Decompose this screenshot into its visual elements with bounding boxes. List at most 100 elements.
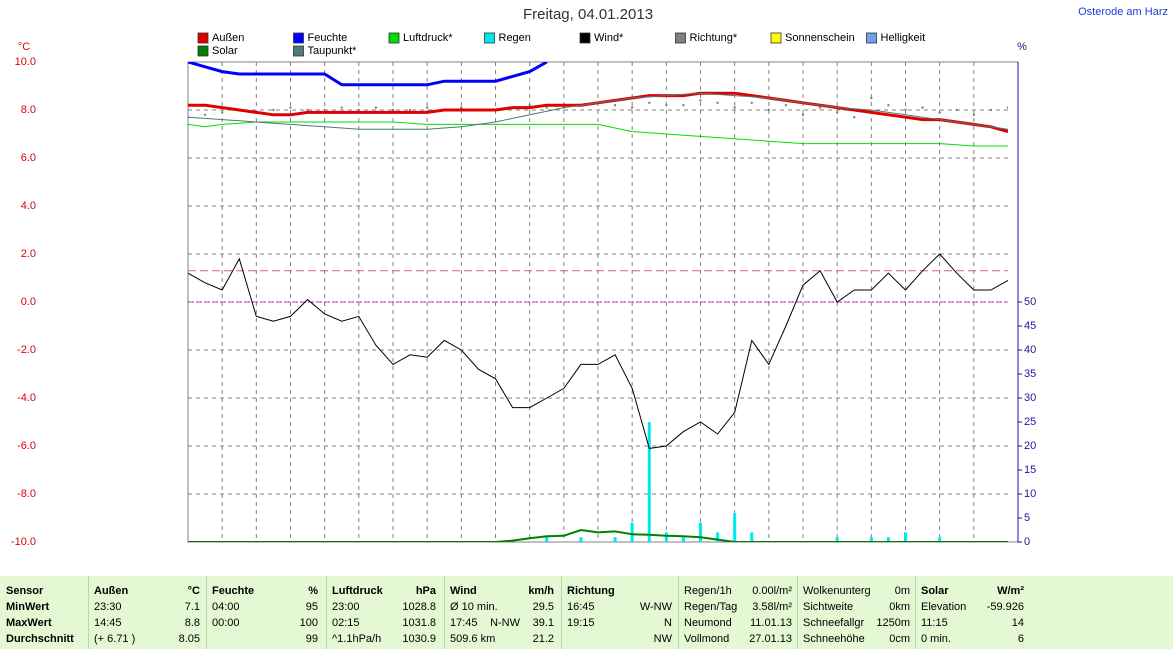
series-line: [188, 528, 1008, 542]
legend-swatch: [197, 32, 209, 44]
y2-tick-label: 35: [1024, 368, 1036, 380]
table-cell: 19:15: [567, 617, 595, 629]
table-cell: 17:45: [450, 617, 478, 629]
series-dot: [682, 104, 685, 107]
legend-label: Sonnenschein: [785, 32, 855, 44]
table-cell: 0cm: [889, 633, 910, 645]
separator: [678, 576, 679, 649]
series-line: [188, 62, 548, 87]
series-dot: [938, 111, 941, 114]
separator: [326, 576, 327, 649]
table-cell: 00:00: [212, 617, 240, 629]
separator: [444, 576, 445, 649]
table-cell: 23:00: [332, 601, 360, 613]
y2-axis-label: %: [1017, 41, 1027, 53]
table-cell: ^1.1hPa/h: [332, 633, 382, 645]
rain-bar: [750, 532, 754, 542]
table-cell: 7.1: [184, 601, 200, 613]
table-cell: 0.00l/m²: [752, 585, 792, 597]
series-dot: [648, 101, 651, 105]
rain-bar: [835, 537, 839, 542]
y-tick-label: -4.0: [17, 392, 36, 404]
table-cell: Ø 10 min.: [450, 601, 498, 613]
series-dot: [972, 113, 976, 117]
table-cell: 27.01.13: [749, 633, 792, 645]
series-dot: [767, 108, 771, 112]
series-dot: [887, 104, 890, 107]
table-cell: W-NW: [639, 601, 672, 613]
location: Osterode am Harz: [1078, 6, 1168, 18]
legend-swatch: [579, 32, 591, 44]
separator: [88, 576, 89, 649]
series-dot: [665, 104, 668, 107]
table-cell: 0km: [889, 601, 910, 613]
series-dot: [699, 99, 702, 102]
series-dot: [425, 106, 429, 109]
legend-label: Luftdruck*: [403, 32, 453, 44]
rain-bar: [681, 537, 685, 542]
table-cell: 02:15: [332, 617, 360, 629]
legend-label: Wind*: [594, 32, 624, 44]
rain-bar: [579, 537, 583, 542]
table-cell: 1031.8: [402, 617, 436, 629]
table-cell: 8.05: [178, 633, 200, 645]
series-dot: [733, 106, 736, 109]
table-cell: 509.6 km: [450, 633, 496, 645]
separator: [561, 576, 562, 649]
y-axis-label: °C: [18, 41, 30, 53]
table-cell: Vollmond: [684, 633, 730, 645]
rain-bar: [613, 537, 617, 542]
series-dot: [853, 116, 856, 119]
y2-tick-label: 5: [1024, 512, 1030, 524]
table-cell: 99: [305, 633, 318, 645]
y2-tick-label: 45: [1024, 320, 1036, 332]
series-line: [188, 253, 1008, 449]
table-cell: NW: [653, 633, 672, 645]
rain-bar: [664, 532, 668, 542]
y2-tick-label: 25: [1024, 416, 1036, 428]
table-cell: Richtung: [567, 585, 615, 597]
series-dot: [545, 106, 548, 109]
y-tick-label: -6.0: [17, 440, 36, 452]
table-cell: Schneefallgr: [803, 617, 865, 629]
series-dot: [357, 108, 361, 112]
table-cell: N-NW: [490, 617, 520, 629]
series-line: [188, 92, 1008, 130]
y-tick-label: 8.0: [21, 104, 36, 116]
legend-label: Taupunkt*: [308, 45, 358, 57]
table-cell: Schneehöhe: [803, 633, 865, 645]
series-dot: [289, 106, 292, 109]
series-dot: [613, 104, 617, 107]
rain-bar: [545, 537, 549, 542]
table-cell: 95: [305, 601, 318, 613]
rain-bar: [647, 422, 651, 542]
series-dot: [955, 108, 958, 112]
series-dot: [904, 108, 907, 112]
legend-swatch: [388, 32, 400, 44]
legend-swatch: [770, 32, 782, 44]
table-cell: MaxWert: [6, 617, 52, 629]
series-dot: [220, 111, 224, 114]
legend-label: Solar: [212, 45, 238, 57]
table-cell: Elevation: [921, 601, 967, 613]
series-dot: [374, 106, 378, 109]
table-cell: 21.2: [532, 633, 554, 645]
table-cell: Regen/1h: [684, 585, 732, 597]
legend-swatch: [675, 32, 686, 44]
rain-bar: [886, 537, 890, 542]
table-cell: 39.1: [532, 617, 554, 629]
table-cell: 14: [1011, 617, 1024, 629]
table-cell: Wolkenunterg: [803, 585, 871, 597]
series-dot: [408, 108, 412, 112]
table-cell: -59.926: [986, 601, 1024, 613]
rain-bar: [733, 513, 737, 542]
y2-tick-label: 50: [1024, 296, 1036, 308]
series-dot: [630, 106, 634, 109]
legend-label: Helligkeit: [881, 32, 926, 44]
table-cell: Regen/Tag: [684, 601, 738, 613]
rain-bar: [716, 532, 720, 542]
series-dot: [1006, 106, 1008, 109]
table-cell: °C: [187, 585, 200, 597]
series-dot: [784, 104, 788, 107]
